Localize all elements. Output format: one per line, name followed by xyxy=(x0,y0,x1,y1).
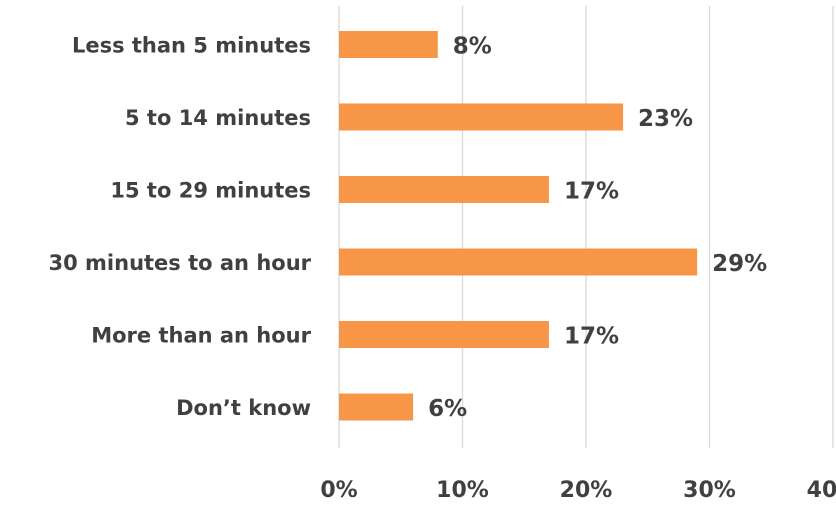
data-label: 23% xyxy=(638,106,693,132)
category-label: Don’t know xyxy=(176,396,311,420)
bar xyxy=(339,103,624,131)
data-label: 29% xyxy=(712,251,767,277)
x-tick-label: 40% xyxy=(807,478,836,503)
bar xyxy=(339,176,549,203)
data-labels: 8% 23% 17% 29% 17% 6% xyxy=(428,34,767,423)
data-label: 17% xyxy=(564,179,619,205)
category-label: Less than 5 minutes xyxy=(72,34,311,58)
x-tick-label: 10% xyxy=(436,478,489,503)
x-tick-label: 20% xyxy=(560,478,613,503)
data-label: 6% xyxy=(428,396,467,422)
bar xyxy=(339,393,414,421)
bars xyxy=(339,31,698,421)
category-label: 15 to 29 minutes xyxy=(110,179,311,203)
data-label: 8% xyxy=(453,34,492,60)
x-axis-ticks: 0% 10% 20% 30% 40% xyxy=(320,478,836,503)
bar xyxy=(339,31,438,58)
x-tick-label: 0% xyxy=(320,478,357,503)
bar xyxy=(339,248,698,276)
gridlines xyxy=(338,6,834,448)
category-label: More than an hour xyxy=(91,324,311,348)
category-label: 30 minutes to an hour xyxy=(49,251,312,275)
category-label: 5 to 14 minutes xyxy=(125,106,311,130)
x-tick-label: 30% xyxy=(683,478,736,503)
data-label: 17% xyxy=(564,324,619,350)
bar xyxy=(339,321,549,348)
category-labels: Less than 5 minutes 5 to 14 minutes 15 to … xyxy=(49,34,312,421)
